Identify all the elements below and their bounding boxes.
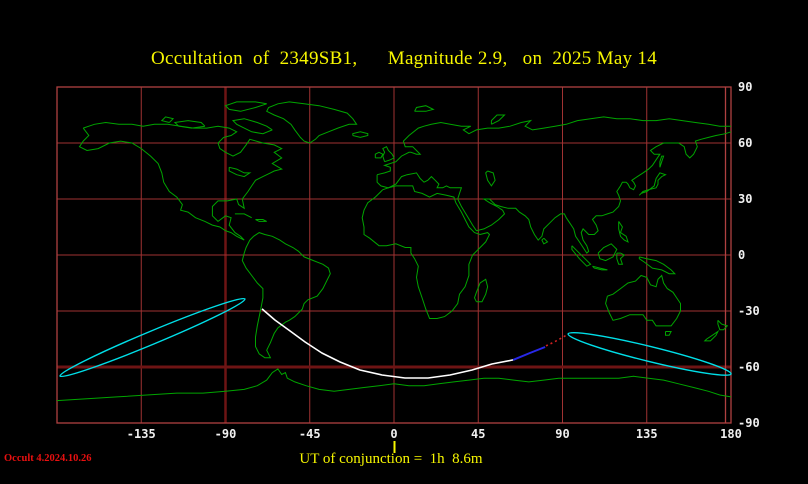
coastline-nz-south bbox=[703, 330, 720, 342]
graticule bbox=[56, 86, 732, 424]
lat-tick-label: 60 bbox=[738, 136, 752, 150]
coastline-south-america bbox=[241, 232, 331, 359]
coastline-africa bbox=[361, 185, 491, 319]
coastline-iceland bbox=[352, 131, 369, 138]
lat-tick-label: -90 bbox=[738, 416, 760, 430]
coastline-madagascar bbox=[473, 278, 489, 303]
coastline-russia-arctic bbox=[376, 116, 731, 176]
coastline-nz-north bbox=[717, 319, 729, 331]
map-frame bbox=[56, 86, 732, 424]
coastline-sakhalin bbox=[659, 155, 665, 168]
lon-tick-label: 0 bbox=[390, 427, 397, 441]
coastline-great-lakes bbox=[228, 166, 252, 178]
conjunction-time-label: UT of conjunction = 1h 8.6m bbox=[299, 451, 483, 467]
coastlines bbox=[56, 101, 732, 402]
lon-tick-label: 180 bbox=[720, 427, 742, 441]
coastline-hispaniola bbox=[255, 219, 267, 222]
coastline-ellesmere-island bbox=[224, 101, 267, 112]
path-twilight-segment bbox=[512, 346, 546, 361]
path-night-center-line bbox=[261, 308, 514, 379]
coastline-australia bbox=[605, 274, 681, 327]
coastline-tasmania bbox=[665, 331, 672, 336]
lon-tick-label: -90 bbox=[215, 427, 237, 441]
coastline-java bbox=[592, 265, 608, 271]
coastline-eurasia bbox=[376, 131, 732, 254]
coastline-japan bbox=[638, 172, 667, 196]
coastline-sulawesi bbox=[616, 252, 626, 265]
coastline-baffin-island bbox=[231, 118, 273, 135]
coastline-caspian-sea bbox=[485, 170, 496, 187]
coastline-svalbard bbox=[414, 105, 435, 112]
coastline-sumatra bbox=[571, 245, 592, 267]
coastline-ireland bbox=[374, 151, 384, 159]
axis-labels: -135 -90 -45 0 45 90 135 180 90 60 30 0 -30 -60 -90 bbox=[127, 80, 760, 441]
lat-tick-label: 30 bbox=[738, 192, 752, 206]
coastline-north-america bbox=[78, 121, 283, 241]
uncertainty-loop-west bbox=[59, 297, 246, 378]
coastline-cuba bbox=[234, 213, 252, 219]
lon-tick-label: 45 bbox=[471, 427, 485, 441]
lon-tick-label: 90 bbox=[555, 427, 569, 441]
uncertainty-loop-east bbox=[567, 331, 732, 376]
lat-tick-label: 0 bbox=[738, 248, 745, 262]
coastline-uk bbox=[382, 146, 395, 163]
coastline-antarctica bbox=[56, 368, 732, 402]
coastline-victoria-island bbox=[173, 120, 206, 129]
coastline-borneo bbox=[597, 243, 618, 262]
lat-tick-label: -60 bbox=[738, 360, 760, 374]
lon-tick-label: 135 bbox=[636, 427, 658, 441]
coastline-greenland bbox=[266, 101, 358, 144]
lon-tick-label: -45 bbox=[299, 427, 321, 441]
software-version-label: Occult 4.2024.10.26 bbox=[4, 453, 92, 464]
chart-title: Occultation of 2349SB1, Magnitude 2.9, o… bbox=[151, 48, 657, 69]
coastline-banks-island bbox=[160, 116, 175, 123]
coastline-new-guinea bbox=[638, 256, 676, 275]
coastline-sri-lanka bbox=[541, 237, 549, 245]
coastline-novaya-zemlya bbox=[490, 114, 506, 125]
lat-tick-label: -30 bbox=[738, 304, 760, 318]
path-daylight-dotted-segment bbox=[545, 334, 568, 347]
lon-tick-label: -135 bbox=[127, 427, 156, 441]
lat-tick-label: 90 bbox=[738, 80, 752, 94]
coastline-philippines bbox=[618, 221, 629, 243]
